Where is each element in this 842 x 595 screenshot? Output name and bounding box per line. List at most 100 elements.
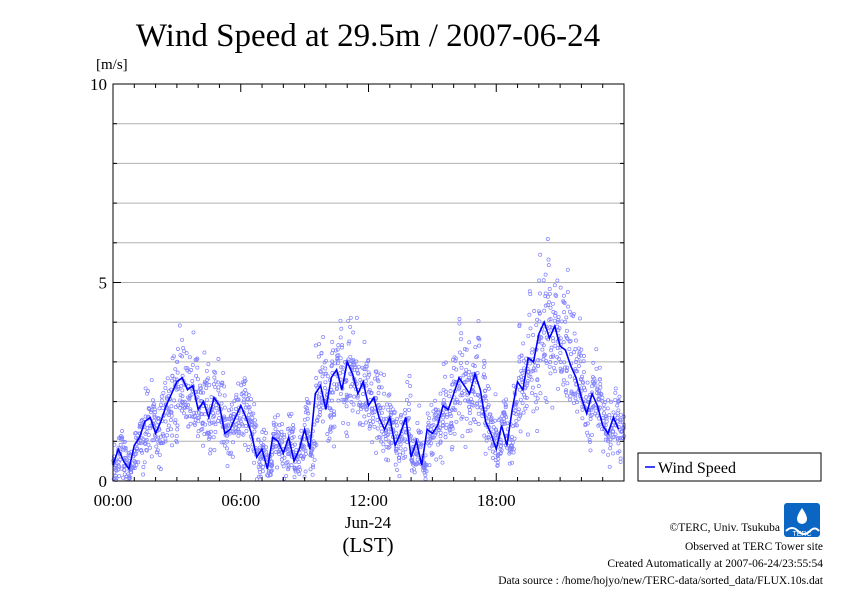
data-point — [401, 438, 406, 443]
data-point — [423, 473, 428, 478]
data-point — [213, 370, 218, 375]
data-point — [524, 395, 529, 400]
data-point — [617, 449, 622, 454]
data-point — [482, 358, 487, 363]
data-point — [477, 343, 482, 348]
data-point — [145, 391, 149, 396]
data-point — [372, 410, 377, 415]
data-point — [260, 465, 265, 469]
data-point — [191, 414, 196, 419]
data-point — [350, 408, 355, 413]
data-point — [308, 453, 313, 458]
data-point — [117, 473, 122, 478]
data-point — [336, 398, 341, 403]
data-point — [331, 348, 335, 353]
data-point — [498, 444, 503, 449]
data-point — [588, 448, 593, 453]
data-point — [151, 398, 155, 403]
data-point — [325, 432, 330, 436]
data-point — [449, 374, 454, 378]
data-point — [541, 278, 546, 283]
data-point — [163, 439, 168, 444]
data-point — [478, 405, 483, 410]
data-point — [386, 407, 391, 412]
data-point — [273, 415, 277, 420]
data-point — [299, 454, 303, 458]
data-point — [234, 392, 239, 397]
data-point — [468, 421, 473, 426]
data-point — [117, 457, 122, 462]
data-point — [158, 402, 163, 407]
data-point — [438, 391, 443, 396]
data-point — [310, 463, 315, 468]
data-point — [381, 442, 386, 447]
data-point — [305, 427, 310, 432]
data-point — [403, 447, 408, 452]
data-point — [165, 411, 170, 416]
data-point — [381, 448, 386, 453]
data-point — [558, 359, 563, 364]
data-point — [182, 411, 186, 416]
data-point — [169, 418, 174, 423]
data-point — [158, 441, 163, 446]
data-point — [605, 406, 610, 411]
x-tick-label: 18:00 — [477, 491, 516, 510]
data-point — [433, 432, 438, 437]
x-tick-label: 06:00 — [221, 491, 260, 510]
data-point — [157, 406, 162, 411]
data-point — [141, 472, 146, 477]
data-point — [138, 441, 143, 446]
data-point — [375, 418, 380, 422]
data-point — [429, 441, 433, 446]
data-point — [149, 410, 153, 415]
data-point — [362, 340, 367, 345]
data-point — [405, 398, 409, 402]
data-point — [495, 463, 500, 468]
data-point — [202, 350, 207, 355]
data-point — [528, 326, 533, 331]
data-point — [376, 379, 381, 384]
data-point — [423, 477, 428, 482]
data-point — [379, 429, 384, 434]
data-point — [392, 410, 397, 415]
data-point — [338, 318, 343, 323]
data-point — [429, 402, 434, 407]
data-point — [216, 385, 221, 390]
data-point — [471, 403, 476, 408]
data-point — [519, 368, 524, 373]
data-point — [356, 364, 361, 369]
data-point — [611, 451, 615, 456]
y-axis-ticks: 0 5 10 — [90, 75, 624, 491]
data-point — [598, 385, 603, 390]
data-point — [618, 420, 623, 425]
data-point — [244, 429, 249, 433]
data-point — [151, 438, 156, 443]
data-point — [591, 360, 596, 365]
data-point — [297, 471, 302, 476]
data-point — [389, 440, 394, 445]
data-point — [246, 445, 251, 449]
data-point — [597, 377, 602, 382]
data-point — [553, 343, 558, 348]
data-point — [485, 384, 490, 389]
data-point — [531, 409, 536, 414]
data-point — [408, 393, 413, 398]
data-point — [358, 378, 363, 382]
data-point — [493, 451, 498, 456]
data-point — [450, 424, 455, 429]
data-point — [348, 324, 353, 329]
data-point — [256, 437, 261, 442]
data-point — [207, 421, 212, 426]
data-point — [364, 420, 369, 425]
data-point — [467, 340, 472, 345]
data-point — [202, 379, 207, 384]
data-point — [136, 441, 141, 445]
data-point — [466, 399, 471, 404]
data-point — [390, 407, 395, 412]
data-point — [328, 429, 333, 434]
data-point — [548, 325, 553, 330]
data-point — [449, 413, 454, 418]
data-point — [531, 333, 536, 337]
data-point — [613, 397, 618, 402]
data-point — [240, 423, 245, 428]
